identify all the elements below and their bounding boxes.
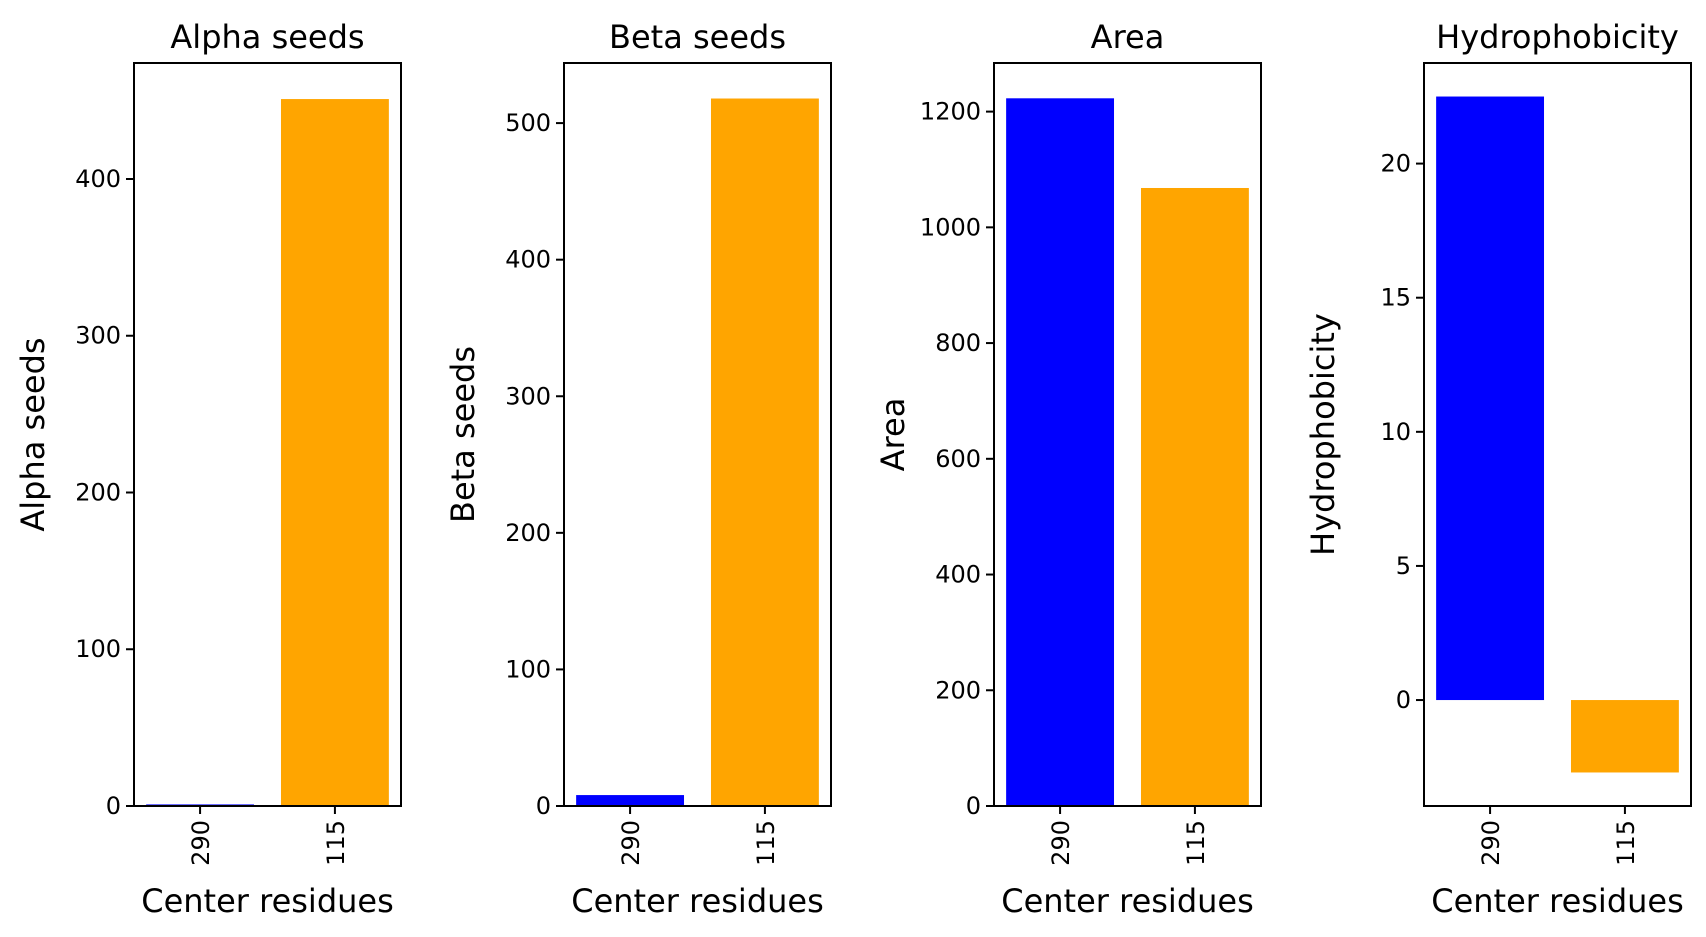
subplot-4: 0 5 10 15 20 290 115 Hydrophobicity Center resid… xyxy=(1304,18,1692,920)
plot-frame xyxy=(563,62,832,807)
y-tick-label: 0 xyxy=(1396,686,1411,714)
bar-115 xyxy=(710,98,819,806)
y-tick-label: 800 xyxy=(935,329,981,357)
y-tick-label: 300 xyxy=(75,322,121,350)
y-axis-label: Hydrophobicity xyxy=(1304,313,1342,556)
x-axis-label: Center residues xyxy=(571,882,824,920)
plot-frame xyxy=(133,62,402,807)
y-tick-label: 100 xyxy=(75,635,121,663)
y-tick-label: 15 xyxy=(1380,284,1411,312)
y-tick-label: 400 xyxy=(935,561,981,589)
x-axis-label: Center residues xyxy=(1431,882,1684,920)
subplot-1: 0 100 200 300 400 290 115 Alpha seeds Center res… xyxy=(14,18,402,920)
subplot-title: Area xyxy=(1091,18,1165,56)
y-tick-label: 400 xyxy=(505,246,551,274)
x-tick-label: 115 xyxy=(1182,820,1210,866)
bar-290 xyxy=(1436,96,1545,701)
x-axis-label: Center residues xyxy=(1001,882,1254,920)
bar-290 xyxy=(576,795,685,806)
x-tick-label: 115 xyxy=(1612,820,1640,866)
x-axis-label: Center residues xyxy=(141,882,394,920)
x-tick-label: 290 xyxy=(617,820,645,866)
subplot-title: Alpha seeds xyxy=(170,18,364,56)
y-tick-label: 400 xyxy=(75,165,121,193)
bar-290 xyxy=(1006,98,1115,807)
y-tick-label: 200 xyxy=(505,519,551,547)
subplot-3: 0 200 400 600 800 1000 1200 290 115 Area Center re… xyxy=(874,18,1262,920)
y-tick-label: 0 xyxy=(966,792,981,820)
y-tick-label: 0 xyxy=(106,792,121,820)
x-tick-label: 290 xyxy=(187,820,215,866)
y-tick-label: 500 xyxy=(505,109,551,137)
y-axis-label: Alpha seeds xyxy=(14,337,52,531)
y-tick-label: 600 xyxy=(935,445,981,473)
y-tick-label: 100 xyxy=(505,655,551,683)
subplot-2: 0 100 200 300 400 500 290 115 Beta seeds Center r… xyxy=(444,18,832,920)
bar-115 xyxy=(1570,700,1679,773)
x-tick-label: 115 xyxy=(752,820,780,866)
plot-frame xyxy=(993,62,1262,807)
y-tick-label: 20 xyxy=(1380,150,1411,178)
y-axis-label: Beta seeds xyxy=(444,346,482,523)
x-tick-label: 290 xyxy=(1477,820,1505,866)
y-tick-label: 10 xyxy=(1380,418,1411,446)
y-tick-label: 200 xyxy=(75,478,121,506)
bar-115 xyxy=(280,99,389,807)
y-tick-label: 5 xyxy=(1396,552,1411,580)
y-axis-label: Area xyxy=(874,398,912,472)
y-tick-label: 1000 xyxy=(920,213,981,241)
x-tick-label: 115 xyxy=(322,820,350,866)
x-tick-label: 290 xyxy=(1047,820,1075,866)
bar-115 xyxy=(1140,187,1249,806)
y-tick-label: 1200 xyxy=(920,98,981,126)
plot-frame xyxy=(1423,62,1692,807)
subplot-title: Hydrophobicity xyxy=(1436,18,1679,56)
y-tick-label: 200 xyxy=(935,676,981,704)
y-tick-label: 0 xyxy=(536,792,551,820)
subplot-title: Beta seeds xyxy=(609,18,786,56)
y-tick-label: 300 xyxy=(505,382,551,410)
